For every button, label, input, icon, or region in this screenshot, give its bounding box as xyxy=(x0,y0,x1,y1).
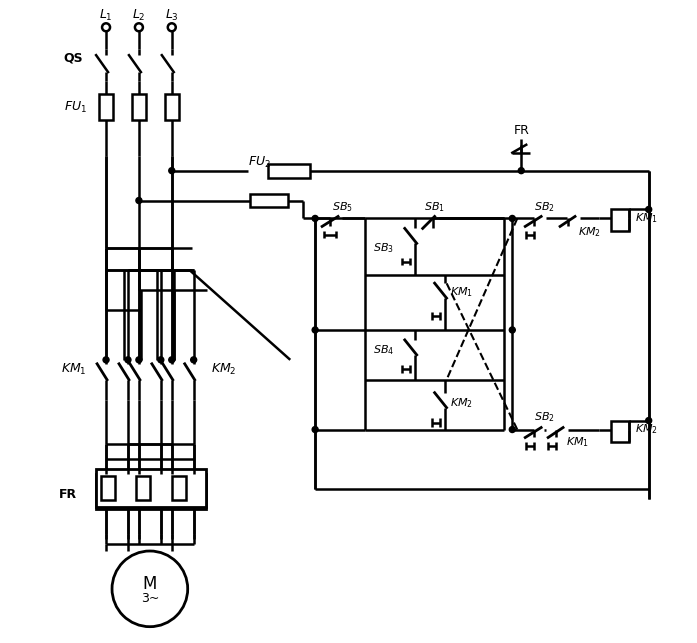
Bar xyxy=(250,194,289,208)
Circle shape xyxy=(125,357,131,363)
Text: $L_3$: $L_3$ xyxy=(165,8,178,23)
Text: $KM_1$: $KM_1$ xyxy=(635,212,658,225)
Text: FR: FR xyxy=(513,124,529,138)
Bar xyxy=(611,421,629,442)
Circle shape xyxy=(510,215,515,221)
Text: $SB_4$: $SB_4$ xyxy=(373,343,394,357)
Circle shape xyxy=(645,417,652,424)
Circle shape xyxy=(645,206,652,212)
Text: $SB_3$: $SB_3$ xyxy=(373,241,394,255)
Text: $KM_2$: $KM_2$ xyxy=(578,226,601,239)
Circle shape xyxy=(136,357,142,363)
Text: $KM_2$: $KM_2$ xyxy=(450,395,473,410)
Text: $KM_2$: $KM_2$ xyxy=(635,422,658,437)
Text: $L_2$: $L_2$ xyxy=(132,8,146,23)
Bar xyxy=(101,476,115,500)
Bar xyxy=(132,94,146,120)
Circle shape xyxy=(191,357,197,363)
Circle shape xyxy=(169,357,175,363)
Circle shape xyxy=(312,426,318,433)
Circle shape xyxy=(103,357,109,363)
Text: $FU_2$: $FU_2$ xyxy=(248,155,271,170)
Bar xyxy=(155,479,170,502)
Circle shape xyxy=(169,168,175,174)
Text: $SB_2$: $SB_2$ xyxy=(534,411,555,424)
Text: $KM_1$: $KM_1$ xyxy=(450,285,473,299)
Bar xyxy=(171,476,185,500)
Bar xyxy=(268,164,310,177)
Text: M: M xyxy=(143,575,157,593)
Text: $SB_5$: $SB_5$ xyxy=(332,201,353,214)
Text: QS: QS xyxy=(63,51,83,65)
Text: 3~: 3~ xyxy=(141,592,159,605)
Circle shape xyxy=(510,327,515,333)
Text: $KM_1$: $KM_1$ xyxy=(566,435,589,449)
Circle shape xyxy=(312,327,318,333)
Bar xyxy=(100,479,115,502)
Bar xyxy=(136,476,150,500)
Circle shape xyxy=(136,197,142,204)
Circle shape xyxy=(168,23,176,32)
Text: FR: FR xyxy=(59,488,77,501)
Bar xyxy=(164,94,178,120)
Circle shape xyxy=(102,23,110,32)
Circle shape xyxy=(158,357,164,363)
Circle shape xyxy=(519,168,524,174)
Bar xyxy=(611,210,629,231)
Text: $SB_2$: $SB_2$ xyxy=(534,201,555,214)
Text: $SB_1$: $SB_1$ xyxy=(424,201,445,214)
Text: $KM_2$: $KM_2$ xyxy=(210,362,236,377)
Circle shape xyxy=(135,23,143,32)
Bar xyxy=(99,94,113,120)
Text: $FU_1$: $FU_1$ xyxy=(63,100,86,116)
Text: $L_1$: $L_1$ xyxy=(99,8,113,23)
Circle shape xyxy=(312,215,318,221)
Text: $KM_1$: $KM_1$ xyxy=(61,362,87,377)
Bar xyxy=(96,469,206,507)
Bar xyxy=(166,479,181,502)
Circle shape xyxy=(112,551,187,627)
Circle shape xyxy=(510,426,515,433)
Bar xyxy=(96,475,206,509)
